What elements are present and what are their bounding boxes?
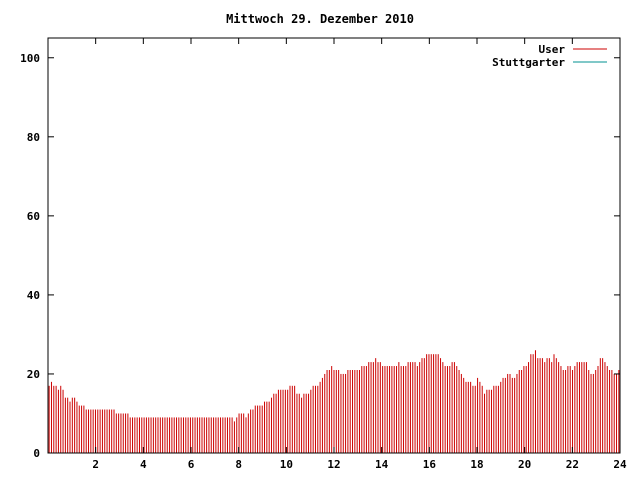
x-tick-label: 12 [327, 458, 340, 471]
x-tick-label: 6 [188, 458, 195, 471]
legend-label: User [539, 43, 566, 56]
y-tick-label: 0 [33, 447, 40, 460]
bars-group [48, 350, 620, 453]
y-tick-label: 80 [27, 131, 40, 144]
x-tick-label: 14 [375, 458, 389, 471]
y-axis-ticks: 0 20 40 60 80 100 [20, 52, 620, 460]
x-tick-label: 8 [235, 458, 242, 471]
y-tick-label: 100 [20, 52, 40, 65]
y-tick-label: 60 [27, 210, 40, 223]
x-tick-label: 18 [470, 458, 483, 471]
x-tick-label: 2 [92, 458, 99, 471]
x-tick-label: 4 [140, 458, 147, 471]
y-tick-label: 20 [27, 368, 40, 381]
chart-title: Mittwoch 29. Dezember 2010 [226, 12, 414, 26]
legend-label: Stuttgarter [492, 56, 565, 69]
x-tick-label: 16 [423, 458, 437, 471]
x-tick-label: 10 [280, 458, 293, 471]
x-axis-ticks: 2 4 6 8 10 12 14 16 18 20 22 24 [92, 38, 627, 471]
x-tick-label: 20 [518, 458, 531, 471]
x-tick-label: 24 [613, 458, 627, 471]
y-tick-label: 40 [27, 289, 40, 302]
x-tick-label: 22 [566, 458, 579, 471]
